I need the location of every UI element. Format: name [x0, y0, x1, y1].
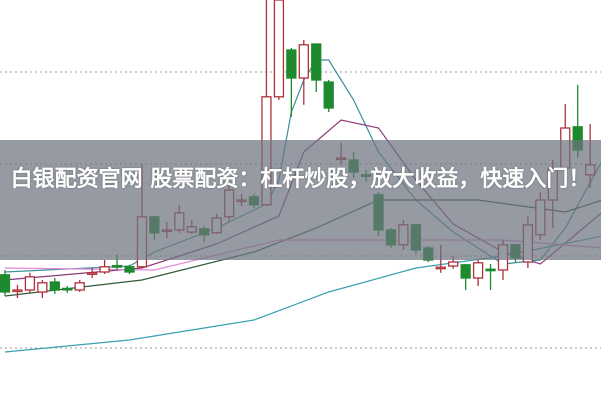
candle-body [323, 81, 334, 109]
candle-body [62, 287, 73, 291]
candle-body [74, 282, 85, 291]
candle-body [24, 276, 36, 291]
candle-body [12, 289, 23, 293]
candle-body [87, 272, 98, 275]
candle-body [435, 266, 446, 270]
candle-body [298, 44, 309, 79]
candle-body [273, 0, 285, 98]
candle-body [0, 274, 11, 293]
candle-body [485, 268, 496, 272]
candle-body [311, 43, 322, 81]
candle-body [286, 49, 297, 79]
candle-body [49, 281, 60, 291]
candle-body [472, 262, 484, 279]
title-banner [0, 140, 601, 260]
candle-body [99, 266, 110, 273]
article-title: 白银配资官网 股票配资：杠杆炒股，放大收益，快速入门！ [10, 167, 591, 192]
candle-body [37, 282, 48, 293]
candle-body [448, 261, 459, 267]
candle-body [460, 264, 471, 279]
candle-body [124, 266, 135, 273]
candle-body [111, 264, 123, 268]
